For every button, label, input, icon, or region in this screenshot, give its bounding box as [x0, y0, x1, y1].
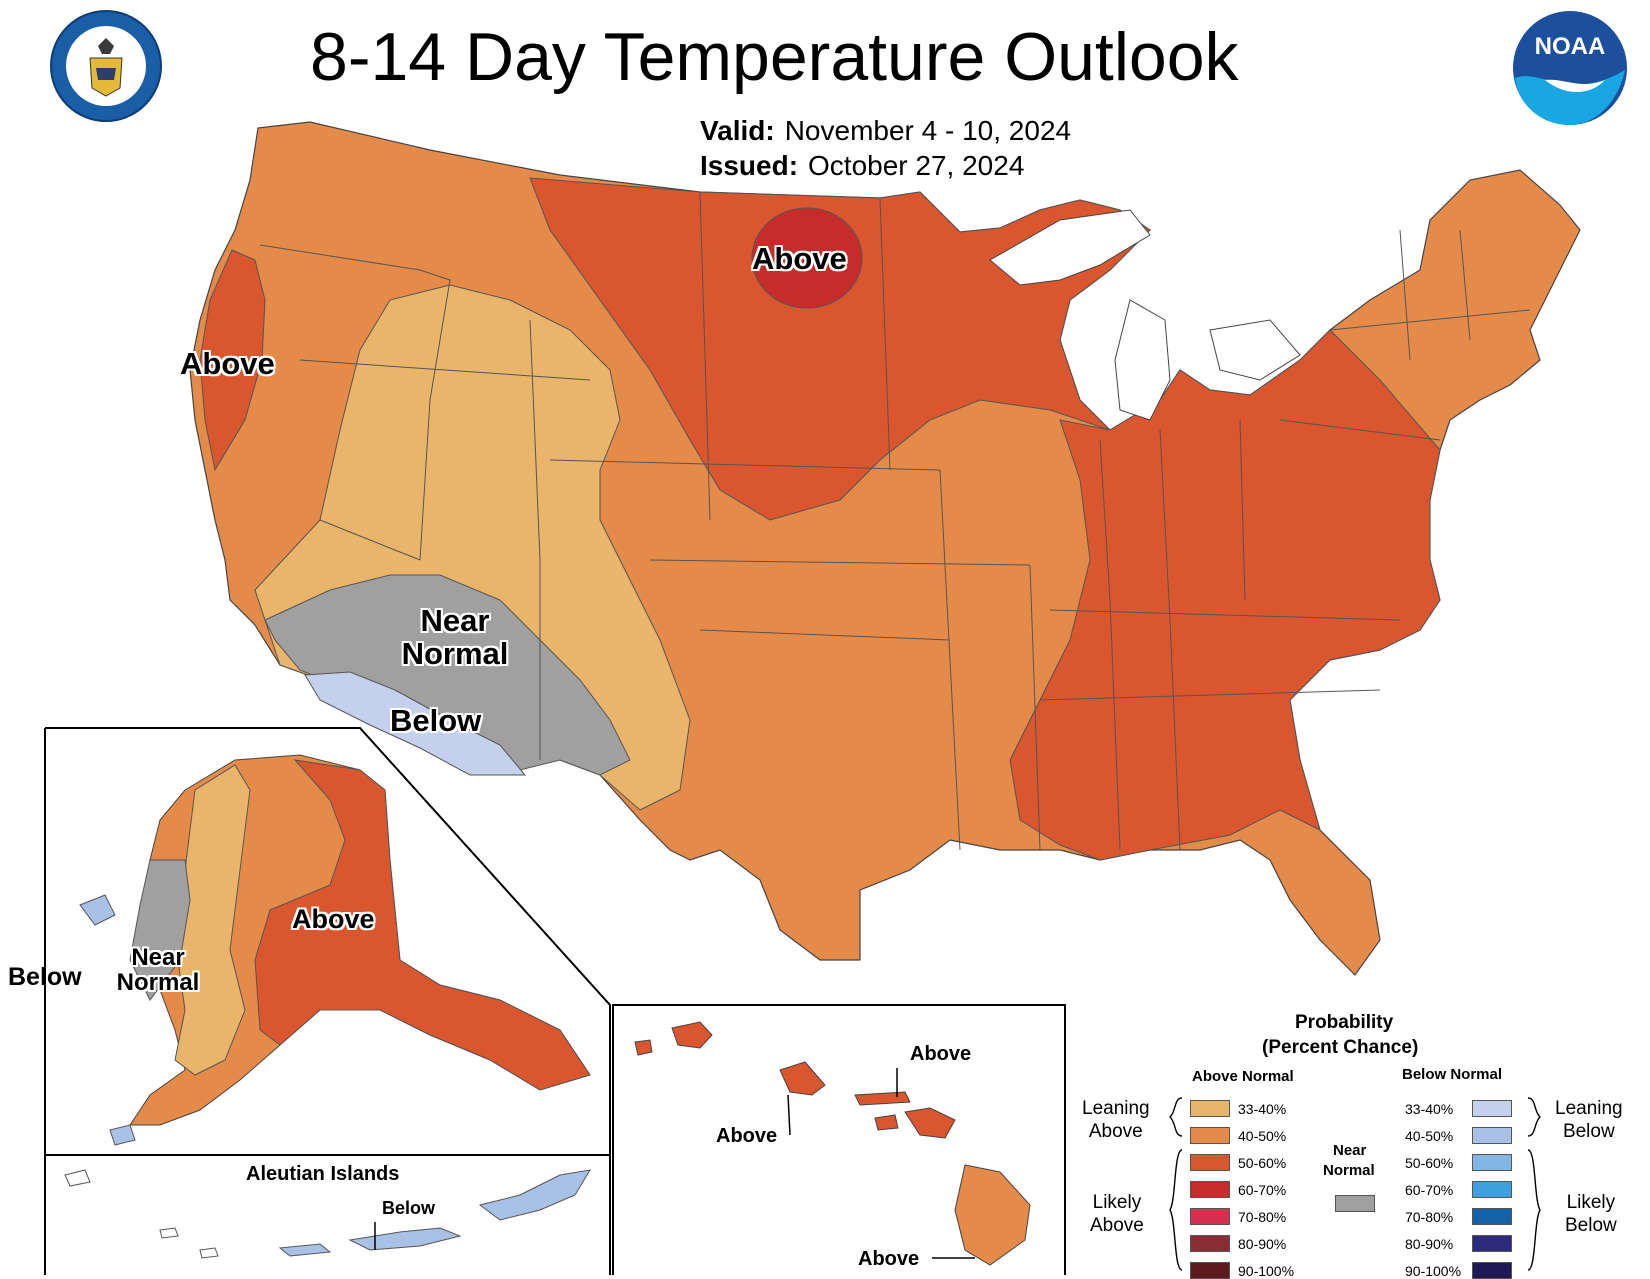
valid-label: Valid:	[700, 115, 775, 146]
aleutian-gray-islands	[64, 1169, 219, 1259]
legend-likely-above-1: Likely	[1092, 1192, 1142, 1213]
legend-above-item-label: 90-100%	[1238, 1263, 1295, 1279]
alaska-label-below: Below	[8, 963, 82, 991]
hawaii-label-above-oahu: Above	[716, 1125, 778, 1147]
noaa-logo-icon: NOAA	[1513, 11, 1627, 125]
valid-value: November 4 - 10, 2024	[784, 115, 1072, 146]
hawaii-inset-frame	[612, 1004, 1066, 1275]
legend-below-item-label: 40-50%	[1405, 1128, 1454, 1144]
issued-label: Issued:	[700, 150, 799, 181]
label-near-normal: Near Normal	[395, 603, 515, 671]
commerce-seal-icon	[50, 10, 162, 122]
alaska-label-near-line1: Near	[131, 944, 185, 971]
legend-above-item-swatch	[1190, 1181, 1230, 1198]
label-below: Below	[390, 703, 482, 738]
legend-leaning-above: Leaning Above	[1082, 1098, 1150, 1144]
legend-above-item-swatch	[1190, 1208, 1230, 1225]
legend-above-item-label: 33-40%	[1238, 1101, 1287, 1117]
legend-likely-below: Likely Below	[1565, 1192, 1617, 1238]
conus-zone-b33	[304, 671, 527, 776]
label-above-west: Above	[180, 346, 275, 381]
legend-above-item-swatch	[1190, 1127, 1230, 1144]
legend-above-head: Above Normal	[1192, 1068, 1294, 1085]
legend-leaning-below: Leaning Below	[1555, 1098, 1623, 1144]
legend-leaning-below-1: Leaning	[1555, 1098, 1623, 1119]
label-near-normal-line1: Near	[420, 603, 490, 638]
legend-below-item-swatch	[1472, 1235, 1512, 1252]
legend-below-item-label: 60-70%	[1405, 1182, 1454, 1198]
page-title: 8-14 Day Temperature Outlook	[310, 19, 1239, 95]
legend-above-item-swatch	[1190, 1154, 1230, 1171]
legend-likely-below-2: Below	[1565, 1214, 1617, 1236]
legend-above-item-swatch	[1190, 1235, 1230, 1252]
issued-line: Issued: October 27, 2024	[700, 150, 1024, 182]
legend-below-item-label: 90-100%	[1405, 1263, 1462, 1279]
alaska-zone-near	[129, 859, 191, 1001]
aleutian-label-below: Below	[382, 1198, 436, 1218]
legend-above-item-label: 80-90%	[1238, 1236, 1287, 1252]
legend-below-item-swatch	[1472, 1100, 1512, 1117]
legend-below-item-label: 50-60%	[1405, 1155, 1454, 1171]
alaska-inset-frame	[44, 727, 611, 1275]
legend-title-line2: (Percent Chance)	[1262, 1037, 1419, 1058]
aleutian-title: Aleutian Islands	[246, 1163, 400, 1185]
issued-value: October 27, 2024	[808, 150, 1025, 181]
legend-title-line1: Probability	[1295, 1012, 1394, 1033]
legend-below-head: Below Normal	[1402, 1066, 1503, 1083]
aleutian-islands	[278, 1169, 591, 1257]
legend-below-item-swatch	[1472, 1181, 1512, 1198]
alaska-label-near-line2: Normal	[116, 969, 200, 997]
valid-line: Valid: November 4 - 10, 2024	[700, 115, 1071, 147]
legend-near-head-1: Near	[1333, 1142, 1367, 1159]
legend-near-swatch	[1335, 1195, 1375, 1212]
legend-leaning-below-2: Below	[1562, 1120, 1615, 1142]
legend-above-item-label: 50-60%	[1238, 1155, 1287, 1171]
label-above-north: Above	[752, 241, 847, 276]
legend-below-item-label: 70-80%	[1405, 1209, 1454, 1225]
legend-below-item-swatch	[1472, 1127, 1512, 1144]
great-lakes	[989, 209, 1301, 421]
legend-below-item-swatch	[1472, 1262, 1512, 1279]
legend-likely-above-2: Above	[1090, 1214, 1144, 1236]
hawaii-islands	[634, 1021, 1031, 1266]
legend-above-item-label: 70-80%	[1238, 1209, 1287, 1225]
alaska-zone-a50	[254, 759, 591, 1091]
conus-zone-a50-coast	[199, 249, 266, 472]
legend-leaning-above-2: Above	[1088, 1120, 1143, 1142]
legend-above-item-label: 40-50%	[1238, 1128, 1287, 1144]
hawaii-pointers	[787, 1068, 975, 1259]
label-near-normal-line2: Normal	[401, 635, 509, 671]
legend-leaning-above-1: Leaning	[1082, 1098, 1150, 1119]
legend-likely-below-1: Likely	[1566, 1192, 1616, 1213]
legend-near-head-2: Normal	[1323, 1162, 1375, 1179]
conus-zone-a50-east	[1009, 329, 1441, 861]
legend-below-item-swatch	[1472, 1208, 1512, 1225]
conus-zone-a60	[751, 207, 863, 309]
legend-below-item-label: 80-90%	[1405, 1236, 1454, 1252]
legend-below-item-label: 33-40%	[1405, 1101, 1454, 1117]
legend-likely-above: Likely Above	[1090, 1192, 1144, 1238]
legend-above-item-label: 60-70%	[1238, 1182, 1287, 1198]
hawaii-label-above-big-island: Above	[858, 1248, 920, 1270]
state-lines	[259, 191, 1531, 851]
hawaii-label-above-maui: Above	[910, 1043, 972, 1065]
noaa-logo-text: NOAA	[1535, 33, 1606, 60]
legend-above-item-swatch	[1190, 1100, 1230, 1117]
alaska-zone-b33	[79, 894, 136, 1146]
legend-below-item-swatch	[1472, 1154, 1512, 1171]
alaska-label-near: Near Normal	[108, 944, 208, 997]
legend-above-item-swatch	[1190, 1262, 1230, 1279]
alaska-label-above: Above	[292, 904, 375, 934]
